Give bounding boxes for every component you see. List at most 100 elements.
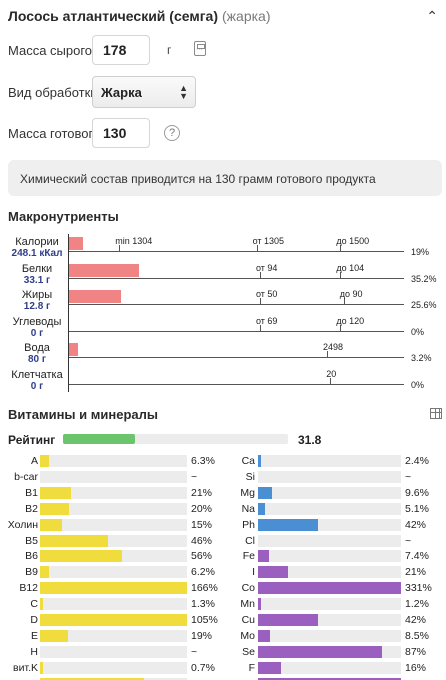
nutrient-track: [40, 598, 187, 611]
nutrient-name: Mn: [240, 598, 255, 611]
nutrient-name: B2: [25, 502, 38, 515]
nutrient-track: [40, 614, 187, 626]
nutrient-fill: [258, 486, 272, 499]
nutrient-fill: [258, 614, 319, 626]
nutrient-name: Ca: [241, 455, 255, 467]
nutrient-percent: ~: [405, 470, 412, 483]
macro-percent: 0%: [411, 379, 425, 390]
nutrient-fill: [258, 502, 266, 515]
nutrient-track: [40, 455, 187, 467]
nutrient-percent: 42%: [405, 518, 427, 531]
nutrient-track: [258, 534, 401, 547]
nutrient-percent: 1.3%: [191, 598, 215, 611]
calculator-icon[interactable]: [194, 41, 206, 56]
nutrient-percent: 8.5%: [405, 629, 429, 642]
help-icon[interactable]: ?: [164, 125, 180, 141]
macro-heading: Макронутриенты: [8, 209, 119, 224]
macro-mark-label: 20: [326, 368, 337, 379]
nutrient-row: B1 21%: [4, 485, 224, 502]
nutrient-row: Cu 42%: [228, 612, 446, 629]
macro-value: 33.1 г: [23, 274, 51, 286]
rating-label: Рейтинг: [8, 433, 56, 447]
nutrient-track: [40, 502, 187, 515]
macro-tick: [259, 298, 261, 304]
nutrient-row: Se 87%: [228, 644, 446, 661]
macro-bar: [69, 237, 84, 250]
nutrient-track: [258, 566, 401, 579]
nutrient-row: Ca 2.4%: [228, 453, 446, 470]
nutrient-row: Mo 8.5%: [228, 628, 446, 645]
nutrient-fill: [40, 566, 50, 579]
chevron-up-icon[interactable]: ⌃: [426, 8, 438, 24]
nutrient-name: Co: [241, 582, 255, 595]
cooked-mass-input[interactable]: 130: [92, 118, 150, 148]
nutrient-percent: ~: [405, 534, 412, 547]
nutrient-name: Na: [241, 502, 255, 515]
nutrient-name: Cu: [241, 614, 255, 626]
nutrient-percent: 46%: [191, 534, 213, 547]
nutrient-row: A 6.3%: [4, 453, 224, 470]
nutrient-fill: [40, 582, 187, 595]
nutrient-name: Холин: [7, 518, 38, 531]
table-icon[interactable]: [430, 408, 442, 419]
nutrient-track: [258, 582, 401, 595]
macro-percent: 25.6%: [411, 300, 437, 310]
nutrient-row: B5 46%: [4, 533, 224, 550]
macro-tick: [326, 351, 328, 357]
macro-label: Клетчатка 0 г: [8, 368, 66, 392]
rating-value: 31.8: [298, 433, 322, 447]
processing-select-value: Жарка: [101, 85, 142, 100]
nutrient-track: [40, 470, 187, 483]
nutrient-percent: 56%: [191, 550, 213, 563]
nutrient-percent: 15%: [191, 518, 213, 531]
nutrient-percent: 1.2%: [405, 598, 429, 611]
macro-mark-label: от 1305: [252, 236, 285, 246]
nutrient-name: B5: [25, 534, 38, 547]
macro-chart: Калории 248.1 кКал min 1304 от 1305 до 1500 1…: [0, 226, 446, 396]
nutrient-track: [40, 645, 187, 658]
processing-subtitle: (жарка): [222, 8, 271, 24]
macro-baseline: [69, 330, 404, 332]
nutrient-fill: [258, 455, 262, 467]
nutrient-row: Ph 42%: [228, 517, 446, 534]
macro-value: 0 г: [30, 327, 44, 339]
macro-label: Белки 33.1 г: [8, 263, 66, 286]
nutrient-track: [40, 582, 187, 595]
nutrient-name: B1: [25, 486, 38, 499]
nutrient-name: B9: [25, 566, 38, 579]
nutrient-track: [40, 486, 187, 499]
macro-value: 12.8 г: [23, 301, 51, 312]
macro-mark-label: от 50: [255, 289, 278, 299]
macro-bar: [69, 263, 140, 277]
nutrient-percent: 6.3%: [191, 455, 215, 467]
nutrient-row: F 16%: [228, 660, 446, 677]
macro-name: Клетчатка: [11, 368, 63, 381]
macro-tick: [343, 298, 345, 304]
nutrient-row: I 21%: [228, 564, 446, 581]
nutrient-track: [258, 645, 401, 658]
nutrient-row: Mn 1.2%: [228, 596, 446, 613]
nutrient-name: Mg: [240, 486, 255, 499]
macro-mark-label: до 1500: [336, 236, 370, 246]
nutrient-track: [258, 661, 401, 674]
macro-baseline: [69, 383, 404, 385]
nutrient-row: C 1.3%: [4, 596, 224, 613]
nutrient-fill: [40, 677, 145, 680]
macro-tick: [330, 377, 332, 384]
macro-label: Калории 248.1 кКал: [8, 237, 66, 260]
macro-percent: 0%: [411, 326, 425, 337]
vitamins-heading: Витамины и минералы: [8, 407, 158, 422]
raw-mass-input[interactable]: 178: [92, 35, 150, 65]
nutrient-track: [258, 550, 401, 563]
processing-select[interactable]: Жарка ▲ ▼: [92, 76, 196, 108]
nutrient-row: Mg 9.6%: [228, 485, 446, 502]
raw-mass-label: Масса сырого: [8, 43, 93, 58]
macro-baseline: [69, 357, 404, 358]
macro-tick: [259, 271, 261, 278]
nutrient-percent: 0.7%: [191, 661, 215, 674]
nutrient-name: b-car: [14, 470, 38, 483]
nutrient-percent: 19%: [191, 629, 213, 642]
nutrient-percent: ~: [191, 645, 198, 658]
nutrient-track: [258, 486, 401, 499]
macro-mark-label: 2498: [322, 342, 343, 352]
